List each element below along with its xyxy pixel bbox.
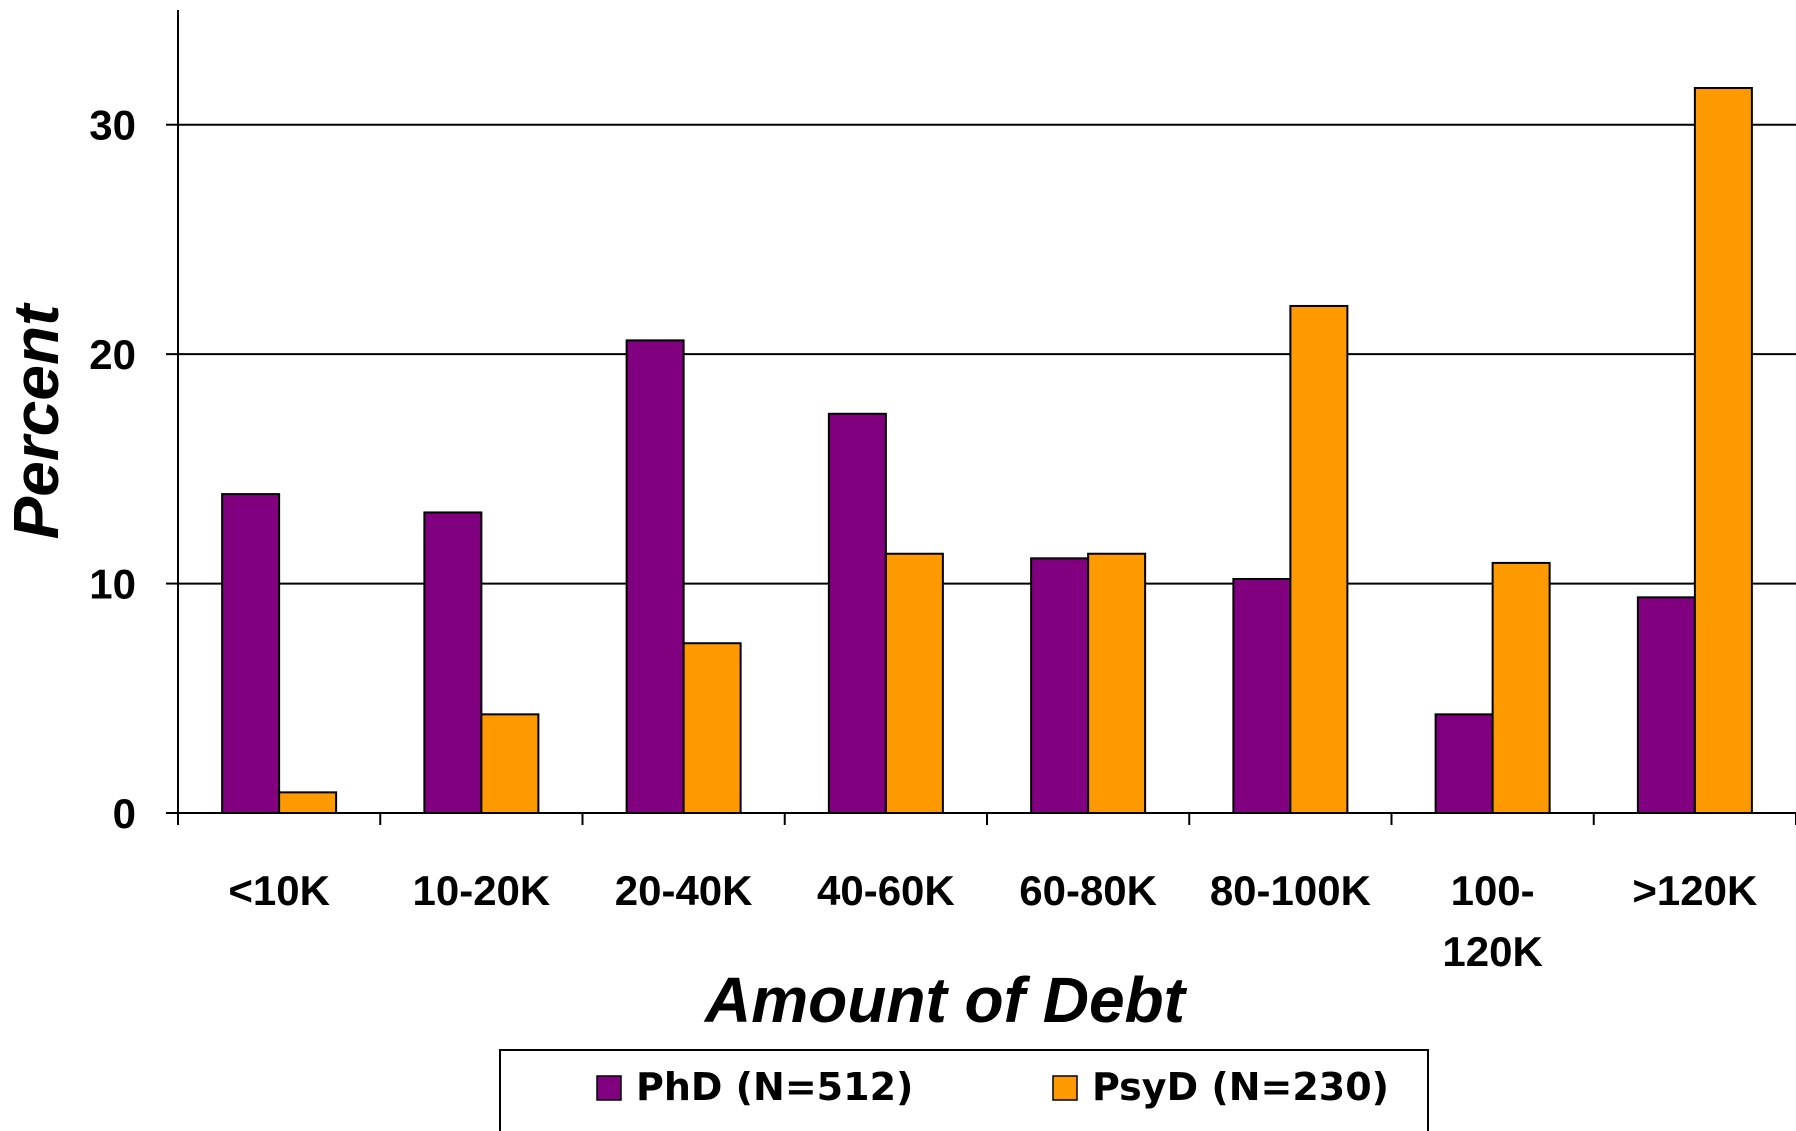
bar-phd <box>1636 596 1696 815</box>
y-tick-label: 10 <box>89 561 136 608</box>
legend-swatch-phd <box>596 1075 622 1101</box>
bar-phd <box>1434 713 1494 814</box>
bar-psyd <box>884 552 944 814</box>
bar-psyd <box>278 791 338 815</box>
x-category-label: 40-60K <box>817 867 955 914</box>
y-tick-label: 30 <box>89 102 136 149</box>
bar-psyd <box>1087 552 1147 814</box>
x-category-label: <10K <box>228 867 330 914</box>
bar-phd <box>423 511 483 814</box>
y-tick-label: 0 <box>113 790 136 837</box>
bars <box>221 87 1753 815</box>
bar-phd <box>1030 557 1090 814</box>
bar-psyd <box>682 642 742 814</box>
legend: PhD (N=512) PsyD (N=230) <box>499 1049 1429 1131</box>
legend-label-phd: PhD (N=512) <box>636 1065 913 1109</box>
axes <box>166 10 1796 825</box>
x-category-label: >120K <box>1632 867 1757 914</box>
bar-psyd <box>480 713 540 814</box>
gridlines <box>178 123 1796 585</box>
bar-phd <box>1232 577 1292 814</box>
bar-psyd <box>1289 304 1349 814</box>
bar-phd <box>221 493 281 814</box>
x-category-label: 20-40K <box>615 867 753 914</box>
x-category-label: 100-120K <box>1442 867 1542 975</box>
y-tick-labels: 0 10 20 30 <box>89 102 136 837</box>
bar-phd <box>827 412 887 814</box>
bar-psyd <box>1693 87 1753 814</box>
bar-psyd <box>1491 561 1551 814</box>
y-axis-title: Percent <box>0 302 72 539</box>
x-category-label: 10-20K <box>412 867 550 914</box>
y-tick-label: 20 <box>89 331 136 378</box>
x-category-labels: <10K 10-20K 20-40K 40-60K 60-80K 80-100K 100-1… <box>228 867 1757 975</box>
x-category-label: 60-80K <box>1019 867 1157 914</box>
bar-phd <box>625 339 685 814</box>
legend-label-psyd: PsyD (N=230) <box>1092 1065 1389 1109</box>
legend-box <box>499 1049 1429 1131</box>
x-axis-title: Amount of Debt <box>703 964 1188 1036</box>
x-category-label: 80-100K <box>1210 867 1371 914</box>
legend-swatch-psyd <box>1052 1075 1078 1101</box>
